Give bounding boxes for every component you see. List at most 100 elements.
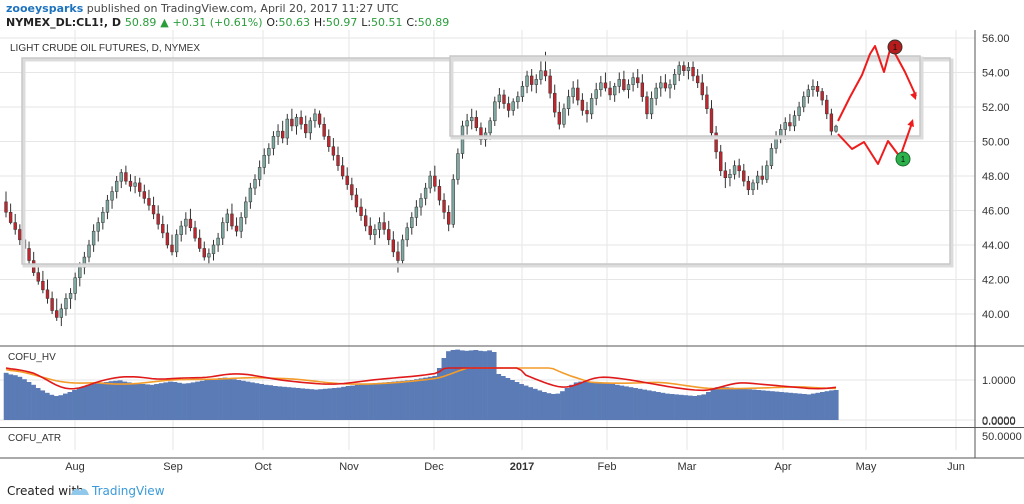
candle-body[interactable] (73, 277, 77, 294)
hv-bar[interactable] (797, 393, 803, 420)
hv-bar[interactable] (135, 383, 141, 420)
candle-body[interactable] (677, 65, 681, 75)
hv-bar[interactable] (204, 380, 210, 420)
hv-bar[interactable] (231, 379, 237, 420)
candle-body[interactable] (276, 130, 280, 137)
candle-body[interactable] (345, 175, 349, 185)
candle-body[interactable] (391, 239, 396, 253)
hv-bar[interactable] (642, 389, 648, 420)
hv-bar[interactable] (446, 351, 451, 420)
candle-body[interactable] (594, 89, 598, 99)
candle-body[interactable] (216, 237, 220, 246)
hv-bar[interactable] (674, 394, 679, 420)
candle-body[interactable] (562, 108, 566, 125)
hv-bar[interactable] (386, 382, 392, 420)
hv-bar[interactable] (610, 384, 616, 420)
hv-bar[interactable] (391, 381, 397, 420)
candle-body[interactable] (603, 82, 608, 89)
hv-bar[interactable] (350, 385, 356, 420)
hv-bar[interactable] (829, 390, 835, 420)
hv-bar[interactable] (450, 350, 456, 420)
candle-body[interactable] (636, 77, 640, 84)
candle-body[interactable] (788, 122, 792, 127)
candle-body[interactable] (36, 272, 40, 282)
hv-bar[interactable] (181, 383, 187, 420)
candle-body[interactable] (400, 239, 405, 261)
candle-body[interactable] (769, 148, 774, 166)
hv-bar[interactable] (436, 368, 442, 420)
candle-body[interactable] (354, 194, 359, 208)
candle-body[interactable] (262, 155, 266, 168)
candle-body[interactable] (359, 206, 363, 216)
candle-body[interactable] (668, 84, 672, 89)
candle-body[interactable] (751, 182, 755, 191)
candle-body[interactable] (446, 211, 451, 225)
candle-body[interactable] (553, 92, 557, 113)
candle-body[interactable] (285, 118, 289, 139)
hv-bar[interactable] (318, 389, 324, 420)
candle-body[interactable] (114, 180, 119, 192)
hv-bar[interactable] (213, 378, 219, 420)
price-panel[interactable] (4, 51, 838, 327)
candle-body[interactable] (68, 293, 73, 299)
hv-bar[interactable] (300, 388, 306, 420)
hv-bar[interactable] (373, 383, 378, 420)
hv-bar[interactable] (368, 383, 374, 420)
candle-body[interactable] (631, 77, 635, 85)
candle-body[interactable] (686, 67, 691, 72)
candle-body[interactable] (695, 75, 700, 84)
hv-bar[interactable] (432, 376, 438, 420)
candle-body[interactable] (659, 82, 663, 89)
candle-body[interactable] (382, 222, 386, 230)
candle-body[interactable] (755, 175, 760, 184)
candle-body[interactable] (580, 99, 585, 111)
candle-body[interactable] (336, 155, 340, 166)
hv-bar[interactable] (500, 376, 506, 420)
hv-bar[interactable] (240, 380, 246, 420)
hv-bar[interactable] (509, 380, 515, 420)
candle-body[interactable] (225, 213, 230, 223)
candle-body[interactable] (719, 151, 723, 172)
candle-body[interactable] (548, 75, 552, 94)
hv-bar[interactable] (683, 395, 689, 420)
candle-body[interactable] (645, 96, 649, 115)
hv-bar[interactable] (519, 384, 524, 420)
candle-body[interactable] (363, 215, 368, 227)
candle-body[interactable] (8, 211, 13, 223)
hv-bar[interactable] (249, 382, 255, 420)
hv-bar[interactable] (482, 351, 488, 420)
hv-bar[interactable] (637, 388, 643, 420)
candle-body[interactable] (50, 298, 54, 311)
hv-bar[interactable] (778, 392, 784, 420)
candle-body[interactable] (626, 84, 631, 91)
candle-body[interactable] (101, 211, 105, 223)
candle-body[interactable] (617, 79, 621, 87)
hv-bar[interactable] (601, 382, 606, 420)
candle-body[interactable] (271, 136, 276, 149)
hv-bar[interactable] (496, 374, 502, 420)
hv-bar[interactable] (664, 393, 670, 420)
hv-bar[interactable] (309, 389, 315, 420)
hv-bar[interactable] (468, 350, 474, 420)
candle-body[interactable] (41, 280, 45, 291)
candle-body[interactable] (179, 225, 183, 235)
hv-bar[interactable] (377, 382, 383, 420)
hv-bar[interactable] (801, 394, 807, 420)
hv-bar[interactable] (733, 388, 739, 420)
hv-bar[interactable] (49, 394, 55, 420)
hv-bar[interactable] (409, 380, 415, 420)
hv-bar[interactable] (90, 384, 96, 420)
candle-body[interactable] (142, 191, 147, 199)
hv-bar[interactable] (218, 378, 223, 420)
hv-bar[interactable] (277, 386, 283, 420)
hv-bar[interactable] (99, 382, 105, 420)
candle-body[interactable] (165, 232, 170, 246)
hv-bar[interactable] (646, 390, 652, 420)
hv-bar[interactable] (564, 388, 570, 420)
hv-bar[interactable] (655, 392, 661, 420)
hv-bar[interactable] (815, 392, 821, 420)
hv-bar[interactable] (94, 383, 100, 420)
candle-body[interactable] (742, 170, 746, 182)
candle-body[interactable] (797, 106, 801, 116)
hv-bar[interactable] (427, 376, 433, 420)
